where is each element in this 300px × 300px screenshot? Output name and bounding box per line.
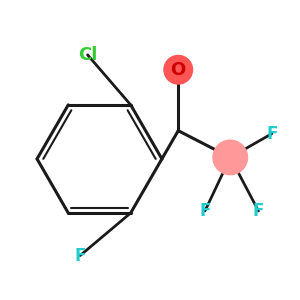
Text: F: F bbox=[74, 247, 86, 265]
Text: F: F bbox=[199, 202, 211, 220]
Text: F: F bbox=[253, 202, 264, 220]
Text: F: F bbox=[266, 125, 278, 143]
Text: Cl: Cl bbox=[78, 46, 97, 64]
Text: O: O bbox=[171, 61, 186, 79]
Circle shape bbox=[213, 140, 248, 175]
Circle shape bbox=[164, 56, 193, 84]
